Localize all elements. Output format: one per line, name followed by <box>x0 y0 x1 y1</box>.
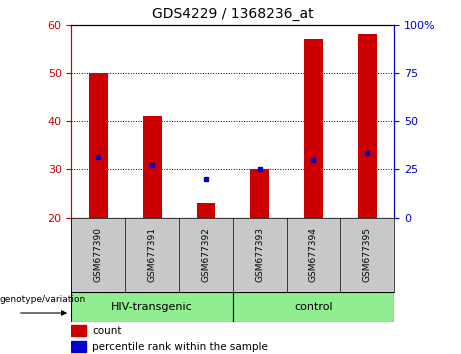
Bar <box>233 292 394 322</box>
Text: percentile rank within the sample: percentile rank within the sample <box>92 342 268 352</box>
Bar <box>71 341 86 353</box>
Bar <box>358 34 377 218</box>
Text: count: count <box>92 326 122 336</box>
Bar <box>250 170 269 218</box>
Bar <box>89 73 108 218</box>
Text: GSM677393: GSM677393 <box>255 227 264 282</box>
Bar <box>71 325 86 336</box>
Bar <box>71 292 233 322</box>
Text: GSM677390: GSM677390 <box>94 227 103 282</box>
Text: GSM677391: GSM677391 <box>148 227 157 282</box>
Title: GDS4229 / 1368236_at: GDS4229 / 1368236_at <box>152 7 313 21</box>
Text: GSM677395: GSM677395 <box>363 227 372 282</box>
Bar <box>196 203 215 218</box>
Bar <box>304 39 323 218</box>
Text: control: control <box>294 302 333 312</box>
Text: genotype/variation: genotype/variation <box>0 295 86 304</box>
Text: GSM677394: GSM677394 <box>309 227 318 282</box>
Text: GSM677392: GSM677392 <box>201 227 210 282</box>
Bar <box>143 116 161 218</box>
Text: HIV-transgenic: HIV-transgenic <box>111 302 193 312</box>
